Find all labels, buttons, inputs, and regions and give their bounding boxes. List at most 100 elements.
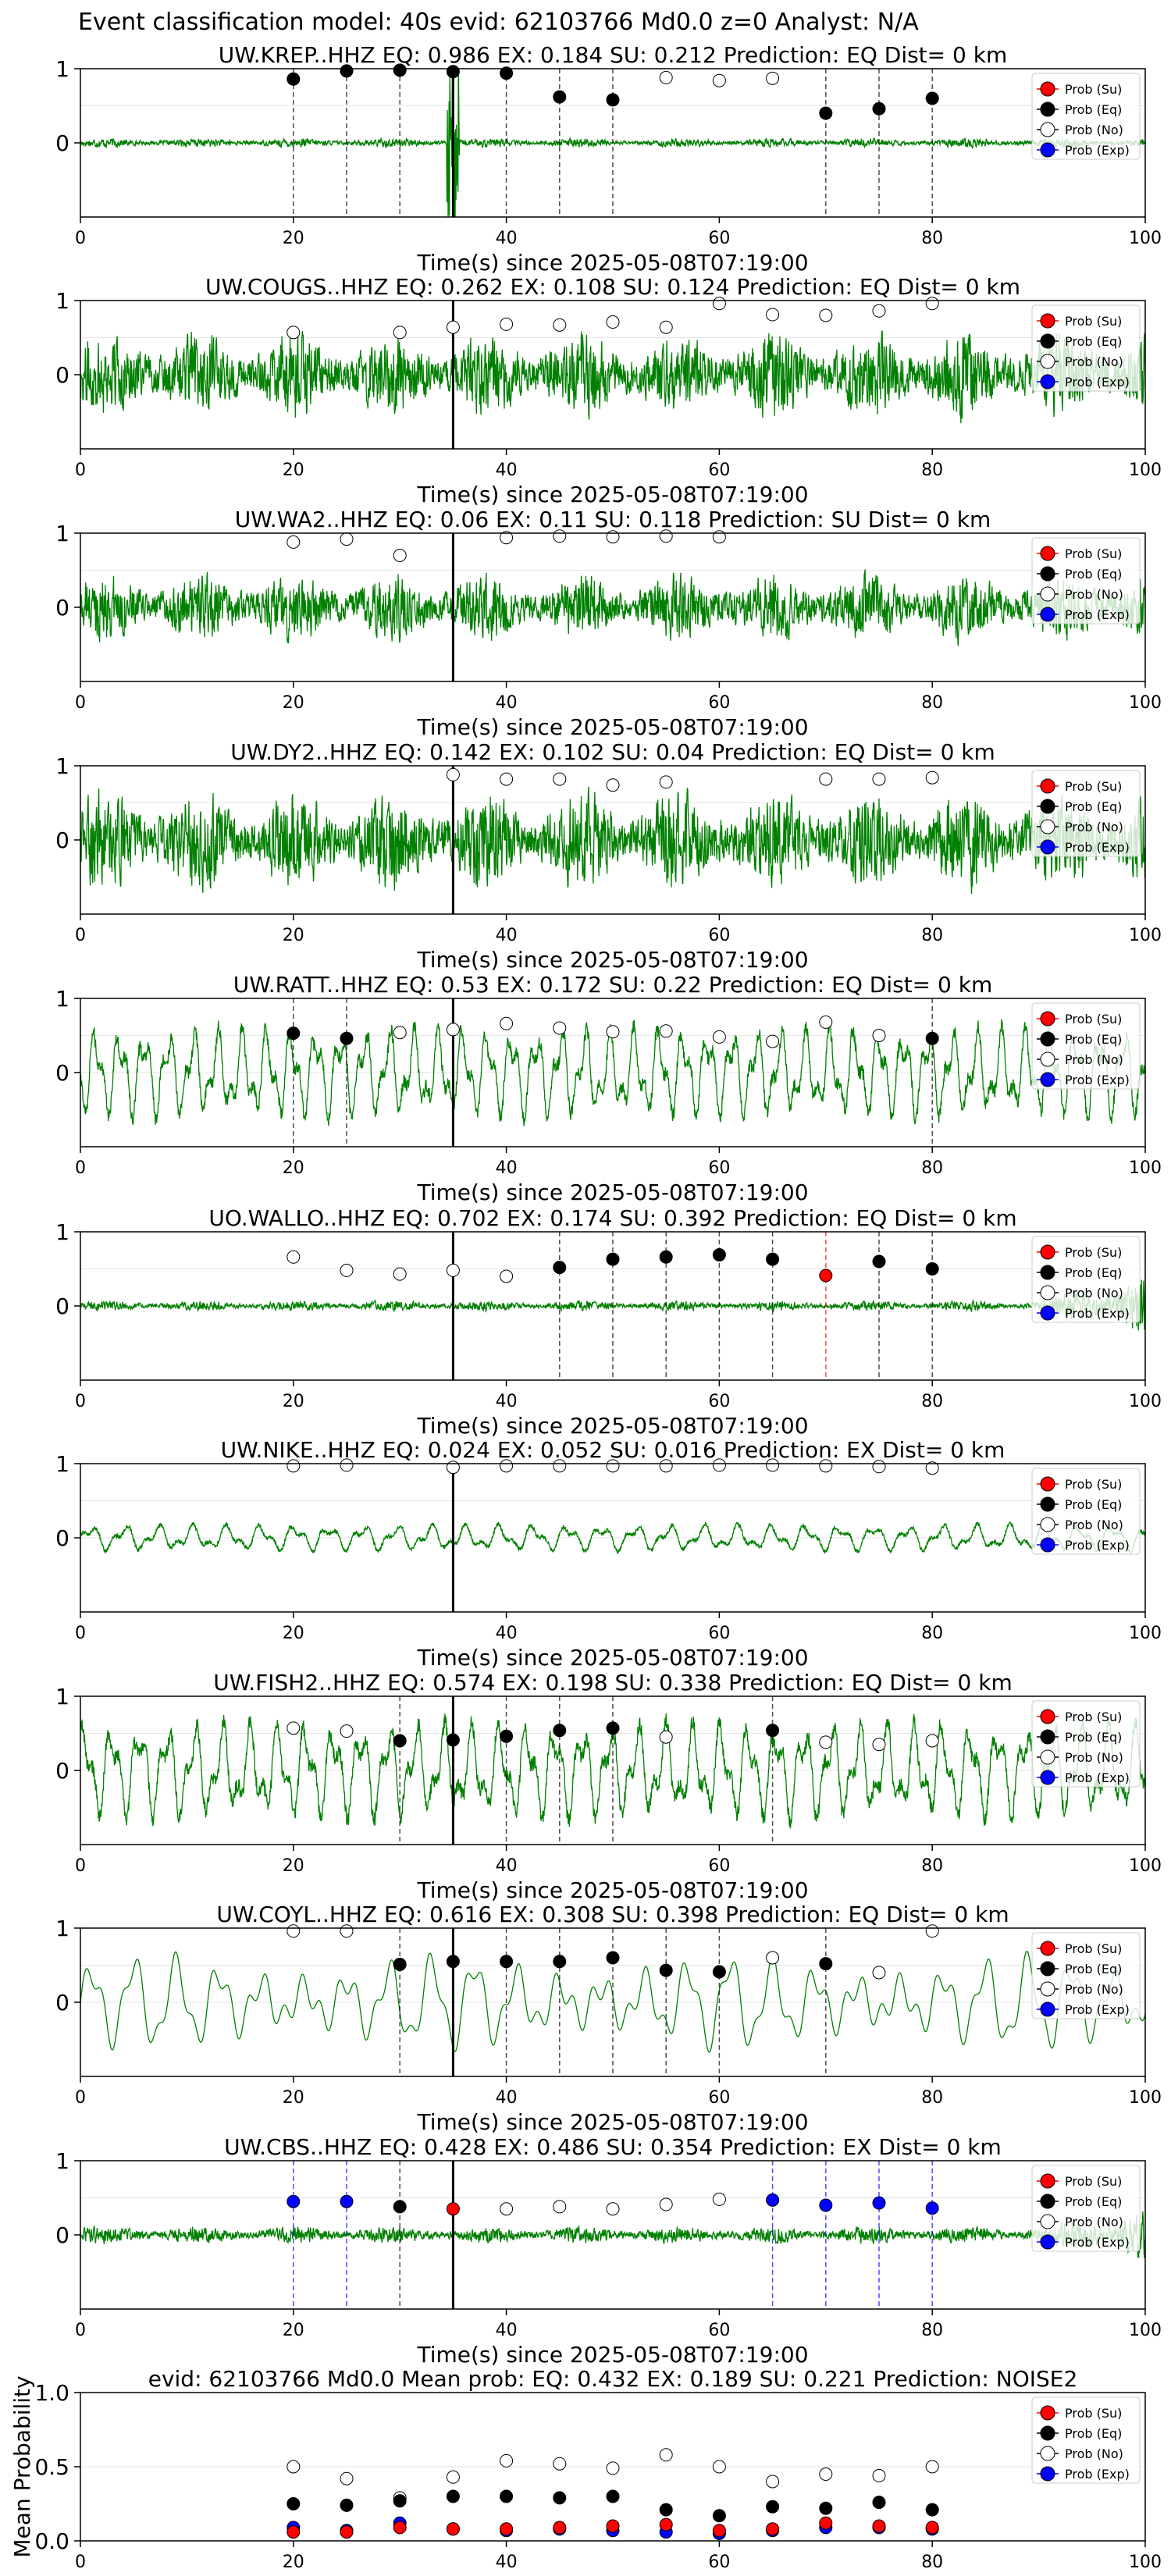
prob-marker-no bbox=[606, 1459, 620, 1473]
legend-marker-exp bbox=[1040, 374, 1055, 390]
y-tick-label: 1 bbox=[55, 1451, 69, 1477]
x-tick-label: 20 bbox=[283, 2321, 304, 2340]
mean-prob-marker-no bbox=[872, 2468, 886, 2482]
legend-label-no: Prob (No) bbox=[1065, 820, 1123, 834]
mean-prob-marker-su bbox=[393, 2521, 407, 2535]
legend-box bbox=[1031, 1700, 1141, 1788]
x-tick-label: 0 bbox=[75, 1624, 86, 1643]
y-tick-label: 0.5 bbox=[34, 2454, 69, 2480]
x-axis-label: Time(s) since 2025-05-08T07:19:00 bbox=[416, 1645, 808, 1670]
legend-marker-su bbox=[1040, 2405, 1055, 2421]
mean-prob-marker-eq bbox=[287, 2497, 301, 2510]
prob-marker-no bbox=[659, 1459, 673, 1473]
x-tick-label: 80 bbox=[921, 461, 943, 480]
legend-label-no: Prob (No) bbox=[1065, 2446, 1123, 2461]
prob-marker-eq bbox=[766, 1252, 780, 1266]
prob-marker-no bbox=[872, 1738, 886, 1752]
prob-marker-eq bbox=[500, 1955, 514, 1969]
x-tick-label: 20 bbox=[283, 1624, 304, 1643]
y-tick-label: 0 bbox=[55, 1060, 69, 1086]
panel-10: Prob (Su) Prob (Eq) Prob (No) Prob (Exp) 0 20… bbox=[55, 2134, 1162, 2368]
legend-label-su: Prob (Su) bbox=[1065, 1710, 1122, 1724]
legend-marker-eq bbox=[1040, 2194, 1055, 2209]
legend-marker-exp bbox=[1040, 2234, 1055, 2250]
panel-1: Prob (Su) Prob (Eq) Prob (No) Prob (Exp) 0 20… bbox=[55, 42, 1162, 276]
legend-marker-su bbox=[1040, 778, 1055, 794]
x-tick-label: 100 bbox=[1129, 461, 1162, 480]
legend-label-su: Prob (Su) bbox=[1065, 1245, 1122, 1260]
legend-label-exp: Prob (Exp) bbox=[1065, 1306, 1130, 1321]
prob-marker-no bbox=[872, 1029, 886, 1042]
mean-prob-marker-su bbox=[766, 2522, 780, 2536]
legend-box bbox=[1031, 1002, 1141, 1090]
mean-prob-marker-eq bbox=[819, 2501, 833, 2515]
x-tick-label: 20 bbox=[283, 926, 304, 945]
prob-marker-exp bbox=[925, 2201, 939, 2215]
prob-marker-no bbox=[819, 1015, 833, 1029]
x-tick-label: 0 bbox=[75, 926, 86, 945]
prob-marker-eq bbox=[340, 64, 354, 78]
prob-marker-no bbox=[446, 1461, 460, 1475]
plot-area bbox=[80, 998, 1145, 1147]
prob-marker-no bbox=[712, 1030, 726, 1044]
y-tick-label: 0 bbox=[55, 595, 69, 621]
y-tick-label: 0 bbox=[55, 1293, 69, 1319]
x-tick-label: 80 bbox=[921, 1856, 943, 1876]
x-axis-label: Time(s) since 2025-05-08T07:19:00 bbox=[416, 714, 808, 740]
x-tick-label: 0 bbox=[75, 693, 86, 713]
x-tick-label: 0 bbox=[75, 1392, 86, 1411]
x-tick-label: 60 bbox=[708, 229, 730, 248]
y-tick-label: 1 bbox=[55, 521, 69, 546]
x-tick-label: 60 bbox=[708, 2553, 730, 2572]
prob-marker-eq bbox=[287, 1026, 301, 1041]
legend-label-eq: Prob (Eq) bbox=[1065, 2194, 1122, 2209]
x-tick-label: 60 bbox=[708, 1158, 730, 1178]
prob-marker-no bbox=[659, 70, 673, 84]
prob-marker-eq bbox=[872, 1254, 886, 1268]
mean-prob-marker-su bbox=[819, 2516, 833, 2530]
prob-marker-exp bbox=[872, 2196, 886, 2210]
mean-prob-marker-eq bbox=[606, 2489, 620, 2503]
legend-label-exp: Prob (Exp) bbox=[1065, 2467, 1130, 2482]
legend-box bbox=[1031, 1468, 1141, 1555]
mean-prob-marker-eq bbox=[340, 2498, 354, 2512]
panel-7: Prob (Su) Prob (Eq) Prob (No) Prob (Exp) 0 20… bbox=[55, 1437, 1162, 1670]
mean-prob-marker-no bbox=[500, 2453, 514, 2467]
prob-marker-su bbox=[446, 2202, 460, 2216]
panel-title: UW.RATT..HHZ EQ: 0.53 EX: 0.172 SU: 0.22… bbox=[233, 972, 993, 998]
legend-marker-no bbox=[1040, 122, 1055, 137]
prob-marker-eq bbox=[500, 1729, 514, 1743]
x-tick-label: 60 bbox=[708, 1856, 730, 1876]
x-axis-label: Time(s) since 2025-05-08T07:19:00 bbox=[416, 2109, 808, 2135]
prob-marker-no bbox=[500, 772, 514, 786]
prob-marker-no bbox=[925, 1461, 939, 1475]
prob-marker-eq bbox=[819, 1957, 833, 1971]
plot-area bbox=[80, 2161, 1145, 2309]
prob-marker-eq bbox=[712, 1965, 726, 1979]
mean-prob-marker-no bbox=[287, 2460, 301, 2474]
prob-marker-eq bbox=[766, 1724, 780, 1738]
plot-area bbox=[80, 533, 1145, 681]
legend-label-eq: Prob (Eq) bbox=[1065, 1497, 1122, 1512]
legend-box bbox=[1031, 537, 1141, 624]
legend-label-exp: Prob (Exp) bbox=[1065, 1538, 1130, 1553]
x-axis-label: Time(s) since 2025-05-08T07:19:00 bbox=[416, 482, 808, 507]
legend-label-exp: Prob (Exp) bbox=[1065, 1770, 1130, 1785]
legend-marker-no bbox=[1040, 2214, 1055, 2229]
y-tick-label: 1 bbox=[55, 986, 69, 1012]
prob-marker-no bbox=[500, 1269, 514, 1283]
mean-prob-marker-su bbox=[606, 2519, 620, 2533]
legend-marker-eq bbox=[1040, 1265, 1055, 1280]
prob-marker-no bbox=[446, 320, 460, 334]
y-tick-label: 0 bbox=[55, 827, 69, 853]
legend-marker-exp bbox=[1040, 607, 1055, 622]
y-tick-label: 0 bbox=[55, 1758, 69, 1784]
prob-marker-no bbox=[553, 2200, 567, 2214]
legend-marker-no bbox=[1040, 1749, 1055, 1765]
x-tick-label: 0 bbox=[75, 2088, 86, 2108]
x-tick-label: 60 bbox=[708, 2321, 730, 2340]
legend-marker-exp bbox=[1040, 1770, 1055, 1785]
y-tick-label: 1.0 bbox=[34, 2380, 69, 2406]
prob-marker-no bbox=[500, 317, 514, 331]
